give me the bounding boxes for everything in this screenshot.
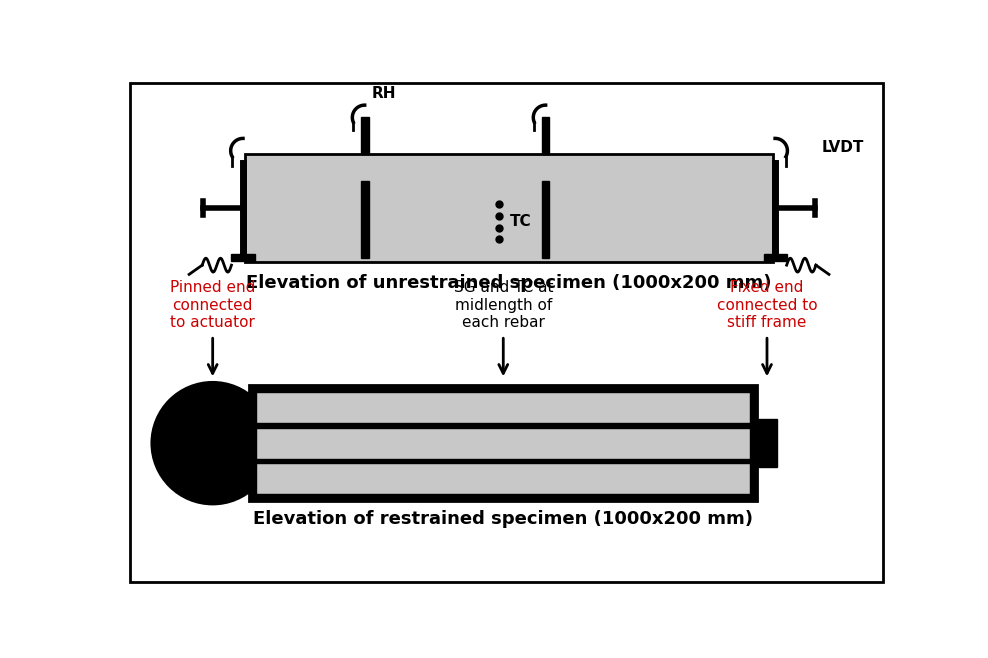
Bar — [541, 118, 549, 155]
Bar — [541, 181, 549, 259]
Bar — [256, 428, 751, 459]
Text: Elevation of restrained specimen (1000x200 mm): Elevation of restrained specimen (1000x2… — [253, 510, 753, 528]
Circle shape — [152, 382, 274, 504]
Bar — [764, 253, 786, 261]
Bar — [249, 386, 758, 501]
Text: SG and TC at
midlength of
each rebar: SG and TC at midlength of each rebar — [453, 280, 553, 330]
Text: Fixed end
connected to
stiff frame: Fixed end connected to stiff frame — [716, 280, 817, 330]
Bar — [361, 118, 369, 155]
Bar — [361, 181, 369, 259]
Bar — [256, 392, 751, 423]
Bar — [245, 155, 773, 263]
Text: LVDT: LVDT — [821, 140, 864, 155]
Text: RH: RH — [371, 86, 396, 101]
Bar — [758, 419, 777, 467]
Text: Pinned end
connected
to actuator: Pinned end connected to actuator — [170, 280, 255, 330]
Bar — [256, 463, 751, 494]
Text: TC: TC — [510, 215, 532, 229]
Bar — [231, 253, 255, 261]
Text: Elevation of unrestrained specimen (1000x200 mm): Elevation of unrestrained specimen (1000… — [246, 274, 772, 291]
